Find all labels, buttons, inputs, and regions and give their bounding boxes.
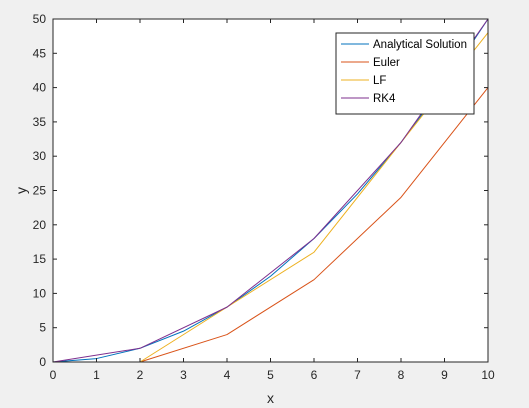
y-tick-label: 25 <box>33 184 47 198</box>
x-tick-label: 4 <box>224 368 231 382</box>
y-tick-label: 20 <box>33 218 47 232</box>
x-tick-label: 2 <box>137 368 144 382</box>
legend-label-rk4: RK4 <box>373 93 396 105</box>
y-tick-label: 15 <box>33 252 47 266</box>
x-tick-label: 1 <box>93 368 100 382</box>
x-tick-label: 8 <box>398 368 405 382</box>
legend: Analytical Solution Euler LF RK4 <box>335 32 475 115</box>
x-tick-label: 9 <box>441 368 448 382</box>
y-axis-label: y <box>13 187 29 194</box>
x-tick-label: 5 <box>267 368 274 382</box>
legend-label-euler: Euler <box>373 57 400 69</box>
x-tick-label: 3 <box>180 368 187 382</box>
y-tick-label: 10 <box>33 286 47 300</box>
y-tick-label: 40 <box>33 81 47 95</box>
y-tick-label: 50 <box>33 12 47 26</box>
legend-label-lf: LF <box>373 75 386 87</box>
y-tick-label: 5 <box>39 321 46 335</box>
x-tick-label: 6 <box>311 368 318 382</box>
series-line-analytical-solution <box>52 18 489 363</box>
x-axis-label: x <box>267 390 274 406</box>
x-tick-label: 10 <box>481 368 495 382</box>
legend-box <box>335 32 475 115</box>
y-tick-label: 0 <box>39 355 46 369</box>
y-tick-label: 35 <box>33 115 47 129</box>
series-line-rk4 <box>52 18 489 363</box>
x-tick-label: 0 <box>50 368 57 382</box>
x-tick-label: 7 <box>354 368 361 382</box>
legend-label-analytical-solution: Analytical Solution <box>373 39 467 51</box>
y-tick-label: 45 <box>33 46 47 60</box>
y-tick-label: 30 <box>33 149 47 163</box>
